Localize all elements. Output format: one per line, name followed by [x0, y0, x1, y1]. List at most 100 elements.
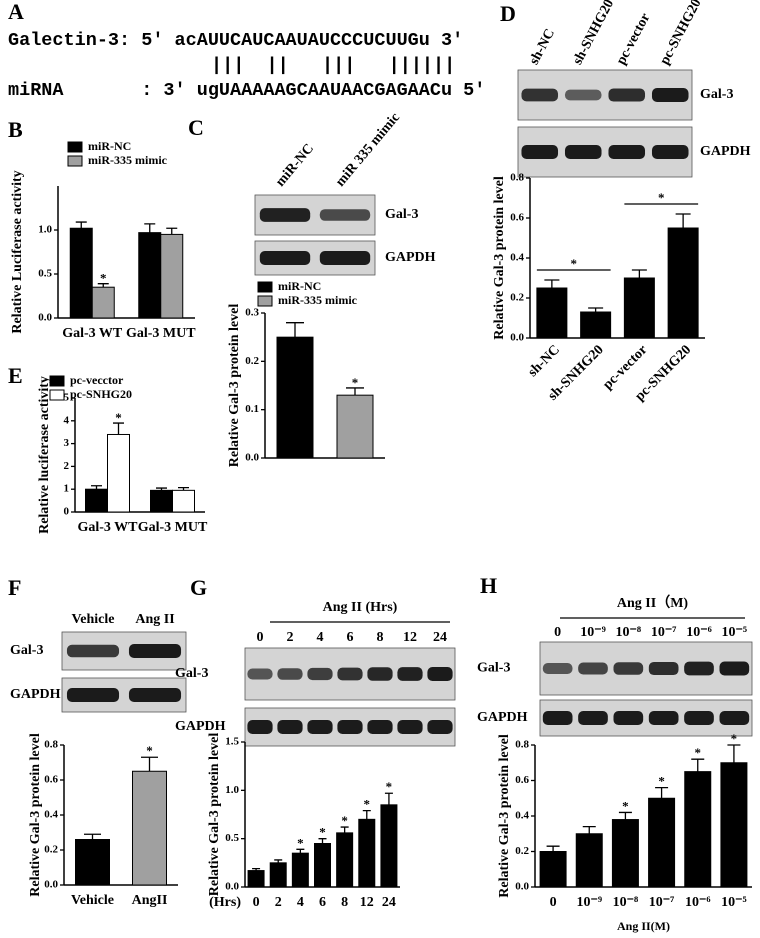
blot-band: [521, 145, 559, 159]
row-label: GAPDH: [700, 144, 751, 159]
bar: [150, 489, 173, 513]
error-bar: [544, 279, 560, 288]
y-axis-label: Relative Gal-3 protein level: [497, 734, 512, 898]
row-label: GAPDH: [385, 250, 436, 265]
blot-band: [397, 667, 423, 681]
bar: [107, 433, 130, 513]
blot-header: Ang II (Hrs): [323, 600, 398, 615]
y-tick-label: 0.4: [515, 810, 529, 822]
error-bar: [166, 227, 178, 235]
blot-band: [564, 145, 602, 159]
blot-band: [651, 145, 689, 159]
panel-letter: B: [8, 117, 23, 142]
lane-label: 10⁻⁸: [616, 625, 642, 640]
lane-label: sh-SNHG20: [570, 0, 617, 67]
y-tick-label: 0.3: [245, 307, 259, 319]
lane-label: pc-SNHG20: [657, 0, 704, 67]
y-tick-label: 1.5: [225, 736, 239, 748]
blot-band: [307, 667, 333, 681]
error-bar: [144, 223, 156, 233]
blot-band: [648, 661, 679, 676]
x-prefix: (Hrs): [209, 895, 241, 910]
significance: *: [100, 271, 107, 286]
significance: *: [658, 774, 665, 789]
significance: *: [146, 743, 153, 758]
x-tick-label: Gal-3 MUT: [138, 520, 208, 535]
x-tick-label: 10⁻⁹: [576, 895, 602, 910]
legend-label: miR-335 mimic: [88, 153, 168, 167]
panel-letter: G: [190, 575, 207, 600]
blot-band: [66, 688, 120, 702]
lane-label: 6: [347, 630, 354, 645]
blot-band: [397, 720, 423, 734]
bar: [623, 277, 655, 339]
blot-panel: [539, 641, 753, 696]
y-tick-label: 0.0: [510, 332, 524, 344]
blot-band: [337, 720, 363, 734]
error-bar: [588, 307, 604, 312]
error-bar: [631, 269, 647, 278]
y-tick-label: 0.5: [38, 268, 52, 280]
lane-label: sh-NC: [527, 27, 558, 68]
error-bar: [727, 744, 741, 763]
y-tick-label: 0.4: [44, 809, 58, 821]
x-tick-label: 8: [341, 895, 348, 910]
blot-band: [613, 662, 644, 675]
error-bar: [178, 486, 189, 491]
legend-label: pc-vecctor: [70, 373, 124, 387]
x-axis-label: Ang II(M): [617, 919, 670, 933]
y-tick-label: 0.8: [44, 739, 58, 751]
blot-band: [651, 88, 689, 102]
y-tick-label: 0.6: [515, 774, 529, 786]
blot-panel: [539, 699, 753, 737]
bar: [276, 336, 314, 459]
significance: *: [658, 190, 665, 205]
blot-band: [128, 688, 182, 702]
error-bar: [582, 826, 596, 834]
y-tick-label: 0.0: [245, 452, 259, 464]
bar: [69, 227, 93, 319]
lane-label: 0: [554, 625, 561, 640]
x-tick-label: 4: [297, 895, 304, 910]
blot-band: [319, 251, 371, 265]
blot-band: [578, 662, 608, 675]
error-bar: [546, 845, 560, 852]
y-axis-label: Relative Gal-3 protein level: [492, 176, 507, 340]
significance: *: [115, 410, 122, 425]
blot-band: [542, 663, 573, 674]
y-axis-label: Relative Gal-3 protein level: [227, 304, 242, 468]
lane-label: 10⁻⁹: [580, 625, 606, 640]
bar: [358, 818, 376, 888]
lane-label: 10⁻⁶: [686, 625, 712, 640]
error-bar: [346, 387, 364, 396]
row-label: Gal-3: [175, 666, 208, 681]
bar: [75, 839, 110, 886]
significance: *: [731, 731, 738, 746]
y-tick-label: 3: [64, 437, 70, 449]
bar: [539, 851, 567, 888]
significance: *: [386, 779, 393, 794]
alignment-top: Galectin-3: 5' acAUUCAUCAAUAUCCCUCUUGu 3…: [8, 30, 463, 51]
blot-band: [608, 88, 646, 102]
x-tick-label: Gal-3 MUT: [126, 326, 196, 341]
y-tick-label: 0: [64, 506, 70, 518]
significance: *: [571, 256, 578, 271]
legend-swatch: [257, 295, 273, 307]
bar: [85, 488, 108, 513]
bar: [91, 286, 115, 319]
x-tick-label: 10⁻⁷: [649, 895, 675, 910]
legend-swatch: [49, 389, 65, 401]
bar: [138, 232, 162, 319]
error-bar: [655, 786, 669, 799]
blot-band: [542, 711, 573, 725]
bar: [336, 832, 354, 888]
blot-band: [684, 711, 714, 725]
significance: *: [695, 745, 702, 760]
y-axis-label: Relative luciferase activity: [37, 376, 52, 534]
significance: *: [352, 375, 359, 390]
bar: [336, 394, 374, 459]
y-tick-label: 0.0: [515, 881, 529, 893]
y-tick-label: 1: [64, 483, 70, 495]
row-label: Gal-3: [385, 207, 418, 222]
x-tick-label: 0: [550, 895, 557, 910]
